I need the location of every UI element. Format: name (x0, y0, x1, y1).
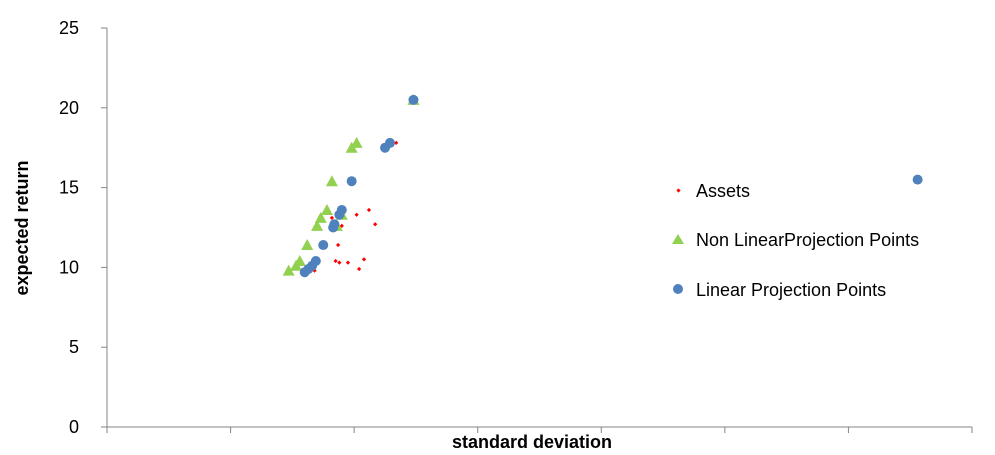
legend-label-assets: Assets (696, 181, 750, 201)
point-assets (335, 242, 341, 248)
point-nonlinear (282, 264, 295, 276)
y-tick-label: 20 (59, 98, 79, 118)
legend-marker-assets (676, 188, 681, 193)
point-nonlinear (325, 175, 338, 187)
x-axis-title: standard deviation (452, 432, 612, 452)
point-linear (310, 256, 321, 267)
point-assets (366, 207, 372, 213)
y-tick-label: 0 (69, 417, 79, 437)
point-assets (354, 212, 359, 217)
y-axis-title: expected return (12, 160, 32, 295)
y-tick-label: 25 (59, 18, 79, 38)
point-nonlinear (320, 203, 333, 215)
plot-area: 0 5 10 15 20 25 (59, 18, 973, 437)
point-nonlinear (350, 136, 363, 148)
legend-item-nonlinear: Non LinearProjection Points (672, 230, 919, 250)
point-linear (408, 94, 419, 105)
point-assets (333, 258, 338, 264)
point-nonlinear (314, 211, 327, 223)
point-assets (339, 223, 344, 229)
series-layer (282, 93, 923, 278)
point-linear (384, 137, 395, 148)
y-tick-label: 15 (59, 178, 79, 198)
point-linear (329, 219, 340, 230)
point-assets (356, 266, 362, 272)
point-nonlinear (301, 239, 314, 251)
y-tick-label: 10 (59, 257, 79, 277)
point-assets (329, 215, 335, 221)
point-linear (336, 204, 347, 215)
point-assets (361, 257, 367, 262)
legend-marker-linear (673, 284, 683, 294)
y-axis-ticks (101, 27, 107, 428)
point-assets (337, 260, 342, 265)
point-linear (318, 240, 329, 251)
legend-item-assets: Assets (676, 181, 750, 201)
legend: Assets Non LinearProjection Points Linea… (672, 181, 919, 300)
point-nonlinear (311, 219, 324, 231)
point-linear (912, 174, 923, 185)
y-tick-label: 5 (69, 337, 79, 357)
legend-label-linear: Linear Projection Points (696, 280, 886, 300)
series-linear (299, 94, 923, 278)
point-assets (373, 222, 378, 227)
legend-item-linear: Linear Projection Points (673, 280, 886, 300)
x-axis-ticks (106, 427, 973, 433)
legend-marker-nonlinear (672, 234, 684, 244)
legend-label-nonlinear: Non LinearProjection Points (696, 230, 919, 250)
point-linear (346, 176, 357, 187)
y-axis-tick-labels: 0 5 10 15 20 25 (59, 18, 79, 437)
point-assets (345, 260, 351, 265)
point-assets (394, 140, 399, 146)
point-nonlinear (293, 255, 306, 267)
